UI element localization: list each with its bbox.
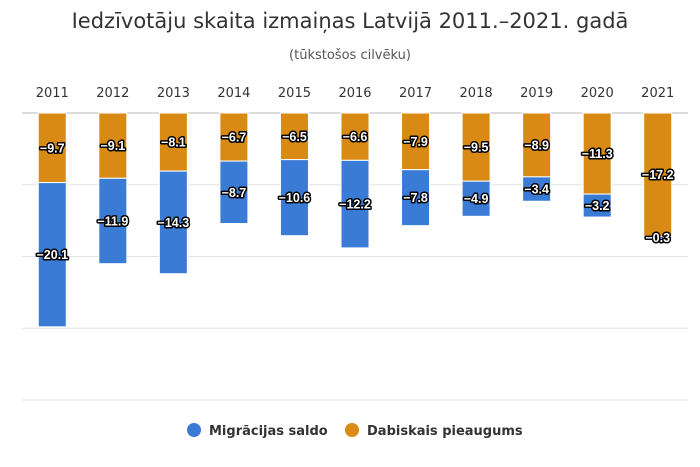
data-label-natural-growth: −9.1	[100, 139, 125, 153]
data-label-natural-growth: −6.7	[222, 131, 247, 145]
bar-migration[interactable]	[219, 160, 249, 224]
legend-marker-natural-growth	[345, 423, 359, 437]
bar-natural-growth[interactable]	[461, 112, 491, 182]
bar-migration[interactable]	[158, 170, 188, 275]
x-axis-tick-labels: 2011 2012 2013 2014 2015 2016 2017 2018 2019 2020…	[36, 86, 675, 101]
bar-migration[interactable]	[401, 169, 431, 227]
x-tick-label: 2017	[399, 86, 432, 101]
data-label-migration: −3.2	[585, 199, 610, 213]
x-tick-label: 2019	[520, 86, 553, 101]
bar-migration[interactable]	[522, 176, 552, 202]
bar-natural-growth[interactable]	[158, 112, 188, 172]
data-label-natural-growth: −6.6	[343, 130, 368, 144]
x-tick-label: 2013	[157, 86, 190, 101]
legend-marker-migration	[187, 423, 201, 437]
bar-natural-growth[interactable]	[219, 112, 249, 162]
legend: Migrācijas saldo Dabiskais pieaugums	[187, 423, 523, 439]
x-tick-label: 2014	[217, 86, 250, 101]
data-labels: −9.7 −20.1 −9.1 −11.9 −8.1 −14.3 −6.7 −8.7 −6.5 −…	[35, 128, 675, 263]
bar-natural-growth[interactable]	[401, 112, 431, 171]
bar-migration[interactable]	[643, 235, 673, 240]
bars	[37, 112, 673, 328]
data-label-natural-growth: −8.9	[524, 138, 549, 152]
data-label-migration: −0.3	[645, 231, 670, 245]
legend-label-natural-growth: Dabiskais pieaugums	[367, 424, 523, 439]
data-label-natural-growth: −7.9	[403, 135, 428, 149]
bar-migration[interactable]	[98, 177, 128, 265]
bar-natural-growth[interactable]	[582, 112, 612, 195]
bar-migration[interactable]	[37, 182, 67, 328]
legend-item-natural-growth[interactable]: Dabiskais pieaugums	[345, 423, 523, 439]
bar-migration[interactable]	[582, 193, 612, 218]
data-label-natural-growth: −11.3	[582, 147, 613, 161]
bar-natural-growth[interactable]	[643, 112, 673, 237]
data-label-migration: −8.7	[222, 186, 247, 200]
legend-label-migration: Migrācijas saldo	[209, 424, 328, 439]
legend-item-migration[interactable]: Migrācijas saldo	[187, 423, 328, 439]
data-label-migration: −20.1	[36, 248, 68, 262]
x-tick-label: 2015	[278, 86, 311, 101]
bar-migration[interactable]	[279, 159, 309, 237]
data-label-natural-growth: −6.5	[282, 130, 307, 144]
x-tick-label: 2012	[96, 86, 129, 101]
bar-natural-growth[interactable]	[522, 112, 552, 178]
data-label-migration: −11.9	[97, 214, 128, 228]
data-label-natural-growth: −17.2	[642, 168, 674, 182]
x-tick-label: 2020	[581, 86, 614, 101]
chart-subtitle: (tūkstošos cilvēku)	[289, 48, 411, 63]
data-label-natural-growth: −9.7	[40, 141, 65, 155]
data-label-migration: −3.4	[524, 183, 549, 197]
bar-migration[interactable]	[461, 180, 491, 217]
data-label-natural-growth: −8.1	[161, 136, 186, 150]
data-label-natural-growth: −9.5	[464, 141, 489, 155]
x-tick-label: 2018	[460, 86, 493, 101]
x-tick-label: 2016	[338, 86, 371, 101]
data-label-migration: −10.6	[279, 191, 311, 205]
x-tick-label: 2021	[641, 86, 674, 101]
bar-migration[interactable]	[340, 159, 370, 249]
x-tick-label: 2011	[36, 86, 69, 101]
data-label-migration: −7.8	[403, 191, 428, 205]
bar-natural-growth[interactable]	[98, 112, 128, 179]
data-label-migration: −12.2	[339, 198, 371, 212]
data-label-migration: −14.3	[158, 216, 190, 230]
data-label-migration: −4.9	[464, 192, 489, 206]
chart-title: Iedzīvotāju skaita izmaiņas Latvijā 2011…	[72, 9, 629, 33]
